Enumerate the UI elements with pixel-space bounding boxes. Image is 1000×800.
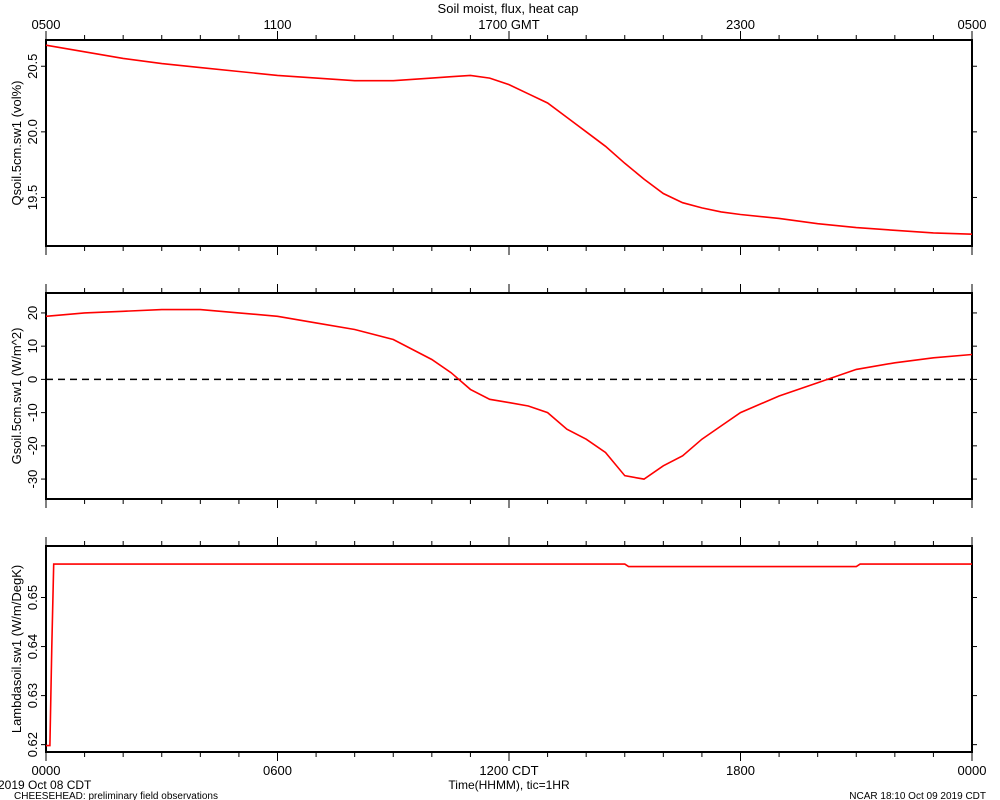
top-tick-label: 1700 GMT bbox=[478, 17, 539, 32]
top-tick-label: 2300 bbox=[726, 17, 755, 32]
series-line bbox=[46, 563, 972, 747]
footer-project: CHEESEHEAD: preliminary field observatio… bbox=[14, 791, 218, 800]
y-tick-label: -20 bbox=[25, 436, 40, 455]
panel-axes: 19.5 20.0 20.5 bbox=[25, 31, 977, 255]
bottom-time-axis: 0000 0600 1200 CDT 1800 0000 Time(HHMM),… bbox=[32, 763, 987, 792]
y-tick-label: 20 bbox=[25, 306, 40, 320]
plot-frame bbox=[45, 292, 973, 500]
panel-axes: 0.62 0.63 0.64 0.65 bbox=[25, 537, 977, 761]
x-axis-label: Time(HHMM), tic=1HR bbox=[448, 778, 570, 792]
y-axis-label: Gsoil.5cm.sw1 (W/m^2) bbox=[9, 328, 24, 465]
y-tick-label: 19.5 bbox=[25, 185, 40, 210]
series-line bbox=[45, 308, 973, 480]
y-axis-label: Lambdasoil.sw1 (W/m/DegK) bbox=[9, 565, 24, 733]
bottom-tick-label: 0600 bbox=[263, 763, 292, 778]
y-tick-label: 0.64 bbox=[25, 634, 40, 659]
bottom-tick-label: 0000 bbox=[32, 763, 61, 778]
y-tick-label: 10 bbox=[25, 339, 40, 353]
y-tick-label: 0 bbox=[25, 376, 40, 383]
bottom-tick-label: 1200 CDT bbox=[479, 763, 538, 778]
panel-soil-moisture: 19.5 20.0 20.5 Qsoil.5cm.sw1 (vol%) bbox=[9, 31, 977, 255]
y-axis-label: Qsoil.5cm.sw1 (vol%) bbox=[9, 81, 24, 206]
top-tick-label: 0500 bbox=[32, 17, 61, 32]
y-tick-label: 20.5 bbox=[25, 54, 40, 79]
top-time-axis: 0500 1100 1700 GMT 2300 0500 bbox=[32, 17, 987, 32]
top-tick-label: 0500 bbox=[958, 17, 987, 32]
y-tick-label: 0.65 bbox=[25, 585, 40, 610]
footer-date: 2019 Oct 08 CDT bbox=[0, 778, 92, 792]
bottom-tick-label: 1800 bbox=[726, 763, 755, 778]
footer-stamp: NCAR 18:10 Oct 09 2019 CDT bbox=[849, 791, 986, 800]
top-tick-label: 1100 bbox=[264, 17, 292, 32]
panel-axes: -30 -20 -10 0 10 20 bbox=[25, 284, 977, 508]
y-tick-label: 20.0 bbox=[25, 119, 40, 144]
chart-title: Soil moist, flux, heat cap bbox=[438, 1, 579, 16]
plot-frame bbox=[45, 39, 973, 247]
y-tick-label: 0.63 bbox=[25, 683, 40, 708]
y-tick-label: -30 bbox=[25, 470, 40, 489]
plot-frame bbox=[45, 545, 973, 753]
bottom-tick-label: 0000 bbox=[958, 763, 987, 778]
panel-thermal-conductivity: 0.62 0.63 0.64 0.65 Lambdasoil.sw1 (W/m/Deg… bbox=[9, 537, 977, 761]
series-line bbox=[45, 44, 973, 235]
y-tick-label: 0.62 bbox=[25, 732, 40, 757]
y-tick-label: -10 bbox=[25, 403, 40, 422]
panel-soil-heat-flux: -30 -20 -10 0 10 20 Gsoil.5cm.sw1 (W/m^2) bbox=[9, 284, 977, 508]
